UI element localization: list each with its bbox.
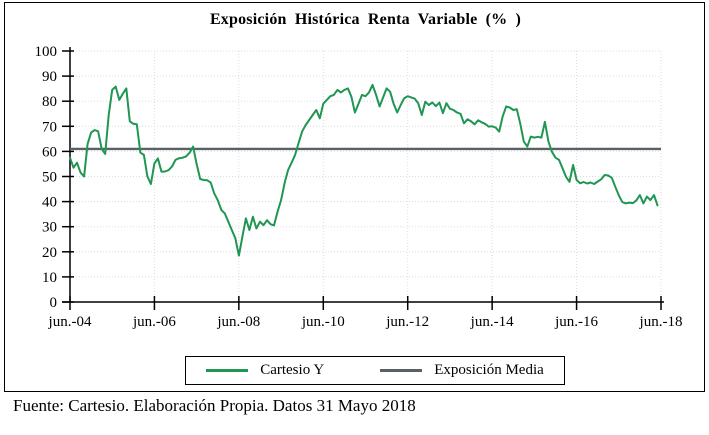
svg-text:0: 0 bbox=[50, 295, 58, 311]
svg-text:jun.-16: jun.-16 bbox=[554, 314, 598, 330]
svg-text:40: 40 bbox=[42, 195, 57, 211]
legend-label: Cartesio Y bbox=[260, 362, 325, 378]
line-swatch-gray bbox=[380, 369, 423, 372]
svg-text:100: 100 bbox=[35, 44, 58, 60]
svg-text:jun.-04: jun.-04 bbox=[48, 314, 92, 330]
svg-text:jun.-08: jun.-08 bbox=[216, 314, 260, 330]
chart-title: Exposición Histórica Renta Variable (% ) bbox=[209, 11, 522, 28]
chart-canvas: 0 10 20 30 40 50 60 70 80 90 100 jun.-04 jun.-06 jun.… bbox=[35, 44, 683, 330]
svg-text:jun.-14: jun.-14 bbox=[470, 314, 514, 330]
line-swatch-green bbox=[206, 369, 249, 372]
svg-text:50: 50 bbox=[42, 170, 57, 186]
svg-text:60: 60 bbox=[42, 144, 57, 160]
svg-text:90: 90 bbox=[42, 69, 57, 85]
svg-text:30: 30 bbox=[42, 220, 57, 236]
source-note: Fuente: Cartesio. Elaboración Propia. Da… bbox=[13, 396, 416, 415]
legend-label: Exposición Media bbox=[434, 362, 544, 378]
svg-text:20: 20 bbox=[42, 245, 57, 261]
legend-item-cartesio-y: Cartesio Y bbox=[206, 362, 324, 379]
svg-text:80: 80 bbox=[42, 94, 57, 110]
legend-box: Cartesio Y Exposición Media bbox=[185, 356, 565, 385]
svg-text:jun.-12: jun.-12 bbox=[385, 314, 429, 330]
chart-frame bbox=[4, 2, 705, 392]
svg-text:jun.-06: jun.-06 bbox=[132, 314, 176, 330]
svg-text:jun.-10: jun.-10 bbox=[301, 314, 345, 330]
legend-item-exposicion-media: Exposición Media bbox=[380, 362, 544, 379]
svg-text:jun.-18: jun.-18 bbox=[639, 314, 683, 330]
svg-text:10: 10 bbox=[42, 270, 57, 286]
svg-text:70: 70 bbox=[42, 119, 57, 135]
